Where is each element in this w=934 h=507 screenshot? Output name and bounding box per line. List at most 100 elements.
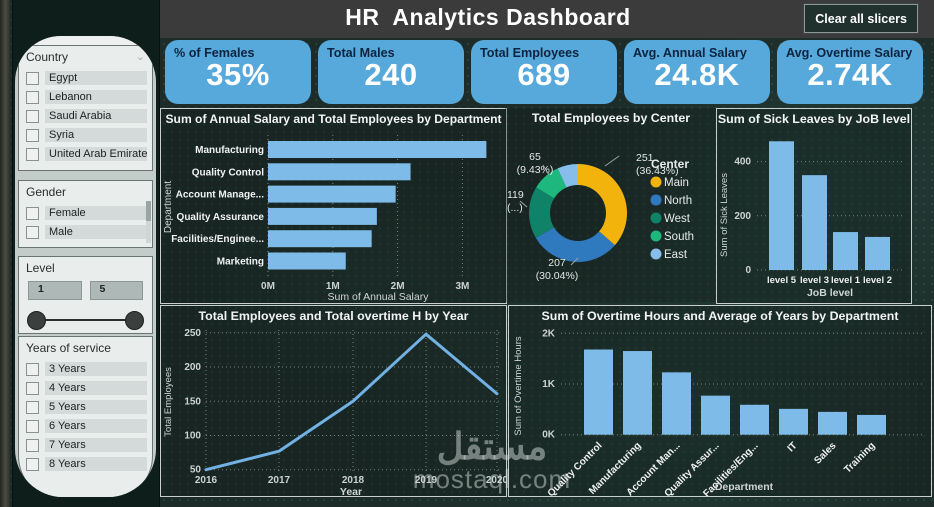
country-slicer-header[interactable]: Country ⌄ [19, 46, 152, 66]
years-option-3-years[interactable]: 3 Years [19, 362, 152, 376]
option-label: 7 Years [45, 438, 147, 452]
title-bar: HR Analytics Dashboard Clear all slicers [160, 0, 934, 38]
chart-title: Sum of Annual Salary and Total Employees… [165, 112, 502, 126]
option-label: Egypt [45, 71, 147, 85]
chart-title: Sum of Overtime Hours and Average of Yea… [541, 309, 899, 323]
sick-leaves-chart-panel: 0 200 400 level 5 level 3 level 1 level 2 JoB l… [716, 108, 912, 304]
chart-title: Sum of Sick Leaves by JoB level [717, 112, 911, 126]
employees-by-year-line-chart[interactable]: 50 100 150 200 250 2016 2017 2018 2019 2020 Year To… [161, 306, 506, 496]
level-range-slider [27, 311, 144, 330]
kpi-value: 2.74K [807, 57, 893, 92]
years-option-8-years[interactable]: 8 Years [19, 457, 152, 471]
kpi-label: % of Females [174, 46, 255, 60]
country-option-egypt[interactable]: Egypt [19, 71, 152, 85]
years-option-5-years[interactable]: 5 Years [19, 400, 152, 414]
gender-option-male[interactable]: Male [19, 225, 152, 239]
checkbox-icon[interactable] [26, 225, 39, 239]
level-slicer-title: Level [26, 261, 55, 275]
checkbox-icon[interactable] [26, 457, 39, 471]
checkbox-icon[interactable] [26, 400, 39, 414]
option-label: Syria [45, 128, 147, 142]
svg-text:(30.04%): (30.04%) [536, 270, 579, 282]
years-option-7-years[interactable]: 7 Years [19, 438, 152, 452]
gender-slicer-header[interactable]: Gender [19, 181, 152, 201]
gender-options: Female Male [19, 206, 152, 239]
checkbox-icon[interactable] [26, 147, 39, 161]
kpi-value: 35% [206, 57, 270, 92]
kpi-card-avg-overtime-salary: Avg. Overtime Salary 2.74K [777, 40, 923, 104]
checkbox-icon[interactable] [26, 71, 39, 85]
sick-leaves-bar-chart[interactable]: 0 200 400 level 5 level 3 level 1 level 2 JoB l… [717, 109, 911, 303]
country-option-syria[interactable]: Syria [19, 128, 152, 142]
employees-by-center-donut-chart[interactable]: 251(36.43%) 207(30.04%) 119(...) 65(9.43%) C… [505, 108, 717, 302]
annual-salary-bar-chart[interactable]: 0M 1M 2M 3M Manufacturing Quality Control Acco… [161, 109, 506, 303]
option-label: Saudi Arabia [45, 109, 147, 123]
svg-text:Center: Center [651, 157, 689, 171]
svg-text:100: 100 [184, 430, 201, 441]
checkbox-icon[interactable] [26, 419, 39, 433]
svg-text:level 2: level 2 [863, 275, 892, 286]
option-label: 3 Years [45, 362, 147, 376]
chevron-down-icon: ⌄ [135, 51, 145, 63]
svg-text:2K: 2K [542, 328, 556, 339]
svg-text:level 5: level 5 [767, 275, 797, 286]
years-slicer-header[interactable]: Years of service [19, 337, 152, 357]
checkbox-icon[interactable] [26, 381, 39, 395]
svg-text:0K: 0K [542, 430, 556, 441]
gender-option-female[interactable]: Female [19, 206, 152, 220]
country-options: Egypt Lebanon Saudi Arabia Syria United Arab… [19, 71, 152, 161]
svg-text:(9.43%): (9.43%) [517, 164, 554, 176]
clear-all-slicers-button[interactable]: Clear all slicers [803, 3, 919, 34]
level-min-input[interactable]: 1 [28, 281, 82, 300]
kpi-card-total-males: Total Males 240 [318, 40, 464, 104]
years-option-4-years[interactable]: 4 Years [19, 381, 152, 395]
svg-text:Facilities/Enginee...: Facilities/Enginee... [171, 234, 264, 245]
level-slider-track [31, 319, 140, 321]
svg-text:Quality Control: Quality Control [192, 167, 264, 178]
svg-text:1M: 1M [326, 281, 340, 292]
country-option-lebanon[interactable]: Lebanon [19, 90, 152, 104]
years-option-6-years[interactable]: 6 Years [19, 419, 152, 433]
left-edge-strip [0, 0, 10, 507]
level-slicer-header[interactable]: Level [19, 257, 152, 277]
svg-text:(...): (...) [507, 202, 523, 214]
kpi-value: 240 [364, 57, 418, 92]
checkbox-icon[interactable] [26, 90, 39, 104]
svg-text:Sum of Sick Leaves: Sum of Sick Leaves [719, 173, 730, 257]
svg-text:level 3: level 3 [800, 275, 829, 286]
svg-text:251: 251 [636, 152, 654, 164]
checkbox-icon[interactable] [26, 438, 39, 452]
svg-text:3M: 3M [455, 281, 469, 292]
option-label: United Arab Emirates [45, 147, 147, 161]
svg-text:2018: 2018 [342, 475, 365, 486]
svg-text:1K: 1K [542, 379, 556, 390]
level-slider-handle-min[interactable] [27, 311, 46, 330]
gender-slicer-title: Gender [26, 185, 67, 199]
checkbox-icon[interactable] [26, 362, 39, 376]
svg-text:Account Manage...: Account Manage... [176, 190, 265, 201]
chart-title: Total Employees by Center [531, 111, 691, 125]
checkbox-icon[interactable] [26, 206, 39, 220]
sidebar-filters: Country ⌄ Egypt Lebanon Saudi Arabia Syria U… [12, 0, 160, 507]
kpi-label: Avg. Annual Salary [633, 46, 747, 60]
checkbox-icon[interactable] [26, 128, 39, 142]
level-max-input[interactable]: 5 [89, 281, 143, 300]
checkbox-icon[interactable] [26, 109, 39, 123]
country-option-united-arab-emirates[interactable]: United Arab Emirates [19, 147, 152, 161]
gender-scrollbar-thumb[interactable] [146, 201, 151, 221]
country-option-saudi-arabia[interactable]: Saudi Arabia [19, 109, 152, 123]
svg-text:East: East [664, 249, 688, 261]
legend-dot-north [650, 194, 662, 206]
svg-text:119: 119 [507, 189, 524, 201]
svg-text:207: 207 [548, 257, 566, 269]
employees-by-center-panel: 251 (36.43%) 207 (30.04%) 119 (...) 65 (9.43%) C… [505, 108, 717, 302]
country-slicer-title: Country [26, 50, 69, 64]
svg-text:2019: 2019 [415, 475, 438, 486]
svg-text:West: West [664, 213, 691, 225]
gender-scrollbar[interactable] [146, 201, 151, 243]
page-title: HR Analytics Dashboard [345, 4, 631, 30]
svg-text:200: 200 [184, 362, 201, 373]
level-slider-handle-max[interactable] [125, 311, 144, 330]
